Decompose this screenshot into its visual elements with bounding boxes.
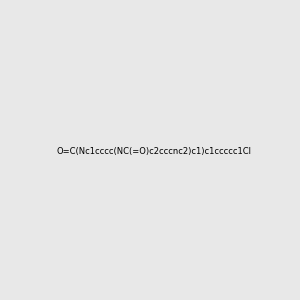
Text: O=C(Nc1cccc(NC(=O)c2cccnc2)c1)c1ccccc1Cl: O=C(Nc1cccc(NC(=O)c2cccnc2)c1)c1ccccc1Cl (56, 147, 251, 156)
